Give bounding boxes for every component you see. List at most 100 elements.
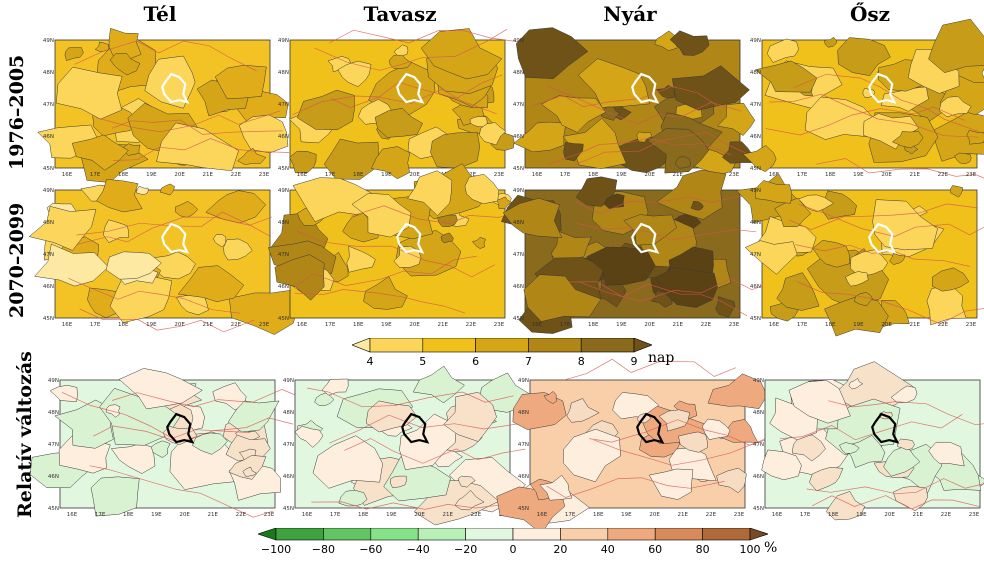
lon-tick-label: 17E — [325, 322, 336, 328]
colorbar-tick-label: 5 — [419, 355, 426, 368]
lon-tick-label: 21E — [442, 512, 453, 518]
lon-tick-label: 16E — [532, 172, 543, 178]
lon-tick-label: 18E — [353, 172, 364, 178]
lon-tick-label: 20E — [179, 512, 190, 518]
lat-tick-label: 48N — [48, 410, 59, 416]
lon-tick-label: 16E — [532, 322, 543, 328]
lon-tick-label: 17E — [565, 512, 576, 518]
lat-tick-label: 46N — [43, 134, 54, 140]
lon-tick-label: 22E — [938, 322, 949, 328]
lat-tick-label: 46N — [750, 284, 761, 290]
lon-tick-label: 22E — [236, 512, 247, 518]
lat-tick-label: 48N — [750, 220, 761, 226]
lon-tick-label: 23E — [969, 512, 980, 518]
lon-tick-label: 17E — [800, 512, 811, 518]
lat-tick-label: 47N — [513, 102, 524, 108]
colorbar-segment — [257, 527, 277, 541]
lon-tick-label: 18E — [828, 512, 839, 518]
lon-tick-label: 19E — [856, 512, 867, 518]
lon-tick-label: 23E — [729, 172, 740, 178]
lat-tick-label: 45N — [753, 506, 764, 512]
colorbar-segment — [369, 337, 424, 353]
lat-tick-label: 45N — [278, 316, 289, 322]
colorbar-segment — [580, 337, 635, 353]
colorbar-percent: −100 −80 −60 −40 −20 0 20 40 60 80 100 — [257, 527, 769, 566]
lat-tick-label: 48N — [43, 220, 54, 226]
lat-tick-label: 45N — [48, 506, 59, 512]
lon-tick-label: 22E — [938, 172, 949, 178]
lon-tick-label: 18E — [358, 512, 369, 518]
lat-tick-label: 45N — [278, 166, 289, 172]
lon-tick-label: 20E — [414, 512, 425, 518]
colorbar-tick-label: 8 — [578, 355, 585, 368]
lon-tick-label: 21E — [202, 322, 213, 328]
lat-tick-label: 47N — [278, 252, 289, 258]
lon-tick-label: 22E — [471, 512, 482, 518]
lon-tick-label: 19E — [853, 172, 864, 178]
lon-tick-label: 19E — [386, 512, 397, 518]
row-label-relative-change: Relatív változás — [14, 351, 36, 518]
lon-tick-label: 22E — [706, 512, 717, 518]
lon-tick-label: 16E — [769, 322, 780, 328]
lat-tick-label: 45N — [750, 316, 761, 322]
season-title-spring: Tavasz — [363, 2, 437, 26]
colorbar-segment — [560, 527, 609, 541]
map-panel-row2-0: 45N 46N 47N 48N 49N 16E 17E 18E 19E 20E 21E 22E 23E — [28, 179, 301, 335]
map-panel-row2-1: 45N 46N 47N 48N 49N 16E 17E 18E 19E 20E 21E 22E 23E — [267, 163, 567, 330]
colorbar-segment — [275, 527, 324, 541]
lon-tick-label: 22E — [941, 512, 952, 518]
lat-tick-label: 49N — [48, 378, 59, 384]
colorbar-tick-label: −100 — [261, 543, 291, 556]
map-panel-row3-0: 45N 46N 47N 48N 49N 16E 17E 18E 19E 20E 21E 22E 23E — [29, 368, 315, 520]
lat-tick-label: 45N — [750, 166, 761, 172]
lat-tick-label: 45N — [513, 166, 524, 172]
colorbar-segment — [512, 527, 561, 541]
lon-tick-label: 19E — [146, 172, 157, 178]
lat-tick-label: 46N — [518, 474, 529, 480]
lat-tick-label: 48N — [518, 410, 529, 416]
colorbar-segment — [351, 337, 371, 353]
lon-tick-label: 17E — [325, 172, 336, 178]
lat-tick-label: 47N — [518, 442, 529, 448]
colorbar-tick-label: 6 — [472, 355, 479, 368]
colorbar-tick-label: 20 — [553, 543, 567, 556]
colorbar-days-unit: nap — [648, 350, 675, 366]
colorbar-tick-label: 80 — [696, 543, 710, 556]
lon-tick-label: 21E — [437, 322, 448, 328]
lon-tick-label: 22E — [466, 322, 477, 328]
map-panel-row2-2: 45N 46N 47N 48N 49N 16E 17E 18E 19E 20E 21E 22E 23E — [500, 169, 784, 334]
lat-tick-label: 46N — [750, 134, 761, 140]
lat-tick-label: 49N — [43, 38, 54, 44]
lon-tick-label: 16E — [62, 172, 73, 178]
colorbar-segment — [702, 527, 751, 541]
lat-tick-label: 46N — [753, 474, 764, 480]
colorbar-segment — [749, 527, 769, 541]
lon-tick-label: 22E — [231, 172, 242, 178]
colorbar-segment — [417, 527, 466, 541]
lon-tick-label: 17E — [560, 322, 571, 328]
lat-tick-label: 47N — [513, 252, 524, 258]
colorbar-segment — [654, 527, 703, 541]
colorbar-tick-label: 40 — [601, 543, 615, 556]
row-label-future: 2070–2099 — [6, 202, 28, 318]
colorbar-tick-label: −60 — [359, 543, 382, 556]
lon-tick-label: 19E — [616, 172, 627, 178]
colorbar-days: 4 5 6 7 8 9 — [351, 337, 653, 374]
lat-tick-label: 48N — [513, 70, 524, 76]
colorbar-tick-label: −80 — [312, 543, 335, 556]
lat-tick-label: 47N — [283, 442, 294, 448]
lon-tick-label: 17E — [95, 512, 106, 518]
lon-tick-label: 16E — [302, 512, 313, 518]
lon-tick-label: 20E — [644, 172, 655, 178]
lon-tick-label: 22E — [466, 172, 477, 178]
lon-tick-label: 23E — [494, 322, 505, 328]
lon-tick-label: 20E — [884, 512, 895, 518]
season-title-autumn: Ősz — [849, 2, 891, 26]
lat-tick-label: 49N — [753, 378, 764, 384]
lon-tick-label: 18E — [593, 512, 604, 518]
lat-tick-label: 47N — [48, 442, 59, 448]
map-panel-row3-2: 45N 46N 47N 48N 49N 16E 17E 18E 19E 20E 21E 22E 23E — [496, 358, 784, 535]
lon-tick-label: 16E — [769, 172, 780, 178]
map-panel-row3-3: 45N 46N 47N 48N 49N 16E 17E 18E 19E 20E 21E 22E 23E — [753, 361, 984, 521]
